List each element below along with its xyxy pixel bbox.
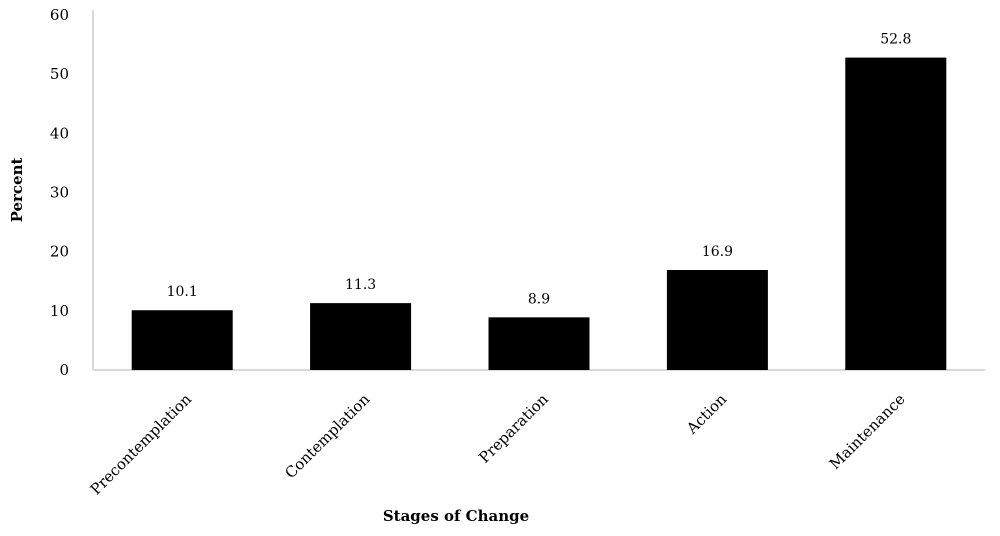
x-axis-category-labels: Precontemplation Contemplation Preparation… bbox=[87, 390, 909, 499]
y-tick-label: 0 bbox=[59, 361, 69, 379]
y-tick-label: 40 bbox=[50, 124, 69, 142]
x-tick-label: Action bbox=[682, 390, 730, 438]
data-label: 52.8 bbox=[880, 32, 911, 48]
y-axis-title: Percent bbox=[8, 158, 26, 223]
data-label: 10.1 bbox=[167, 284, 198, 300]
x-tick-label: Precontemplation bbox=[87, 390, 196, 499]
x-axis-title: Stages of Change bbox=[383, 507, 529, 525]
y-tick-label: 50 bbox=[50, 65, 69, 83]
y-tick-label: 10 bbox=[50, 302, 69, 320]
bar bbox=[666, 270, 768, 370]
x-tick-label: Preparation bbox=[475, 390, 552, 467]
bar bbox=[131, 310, 233, 370]
bar bbox=[845, 57, 947, 370]
bar-series bbox=[131, 57, 947, 370]
data-label: 8.9 bbox=[528, 291, 550, 307]
data-label: 11.3 bbox=[345, 277, 376, 293]
y-axis-ticks: 0 10 20 30 40 50 60 bbox=[50, 6, 69, 379]
x-tick-label: Contemplation bbox=[281, 390, 373, 482]
y-tick-label: 60 bbox=[50, 6, 69, 24]
y-tick-label: 20 bbox=[50, 243, 69, 261]
data-label: 16.9 bbox=[702, 244, 733, 260]
bar bbox=[310, 303, 412, 370]
x-tick-label: Maintenance bbox=[826, 390, 909, 473]
bar bbox=[488, 317, 590, 370]
y-tick-label: 30 bbox=[50, 184, 69, 202]
data-labels: 10.1 11.3 8.9 16.9 52.8 bbox=[167, 32, 912, 308]
